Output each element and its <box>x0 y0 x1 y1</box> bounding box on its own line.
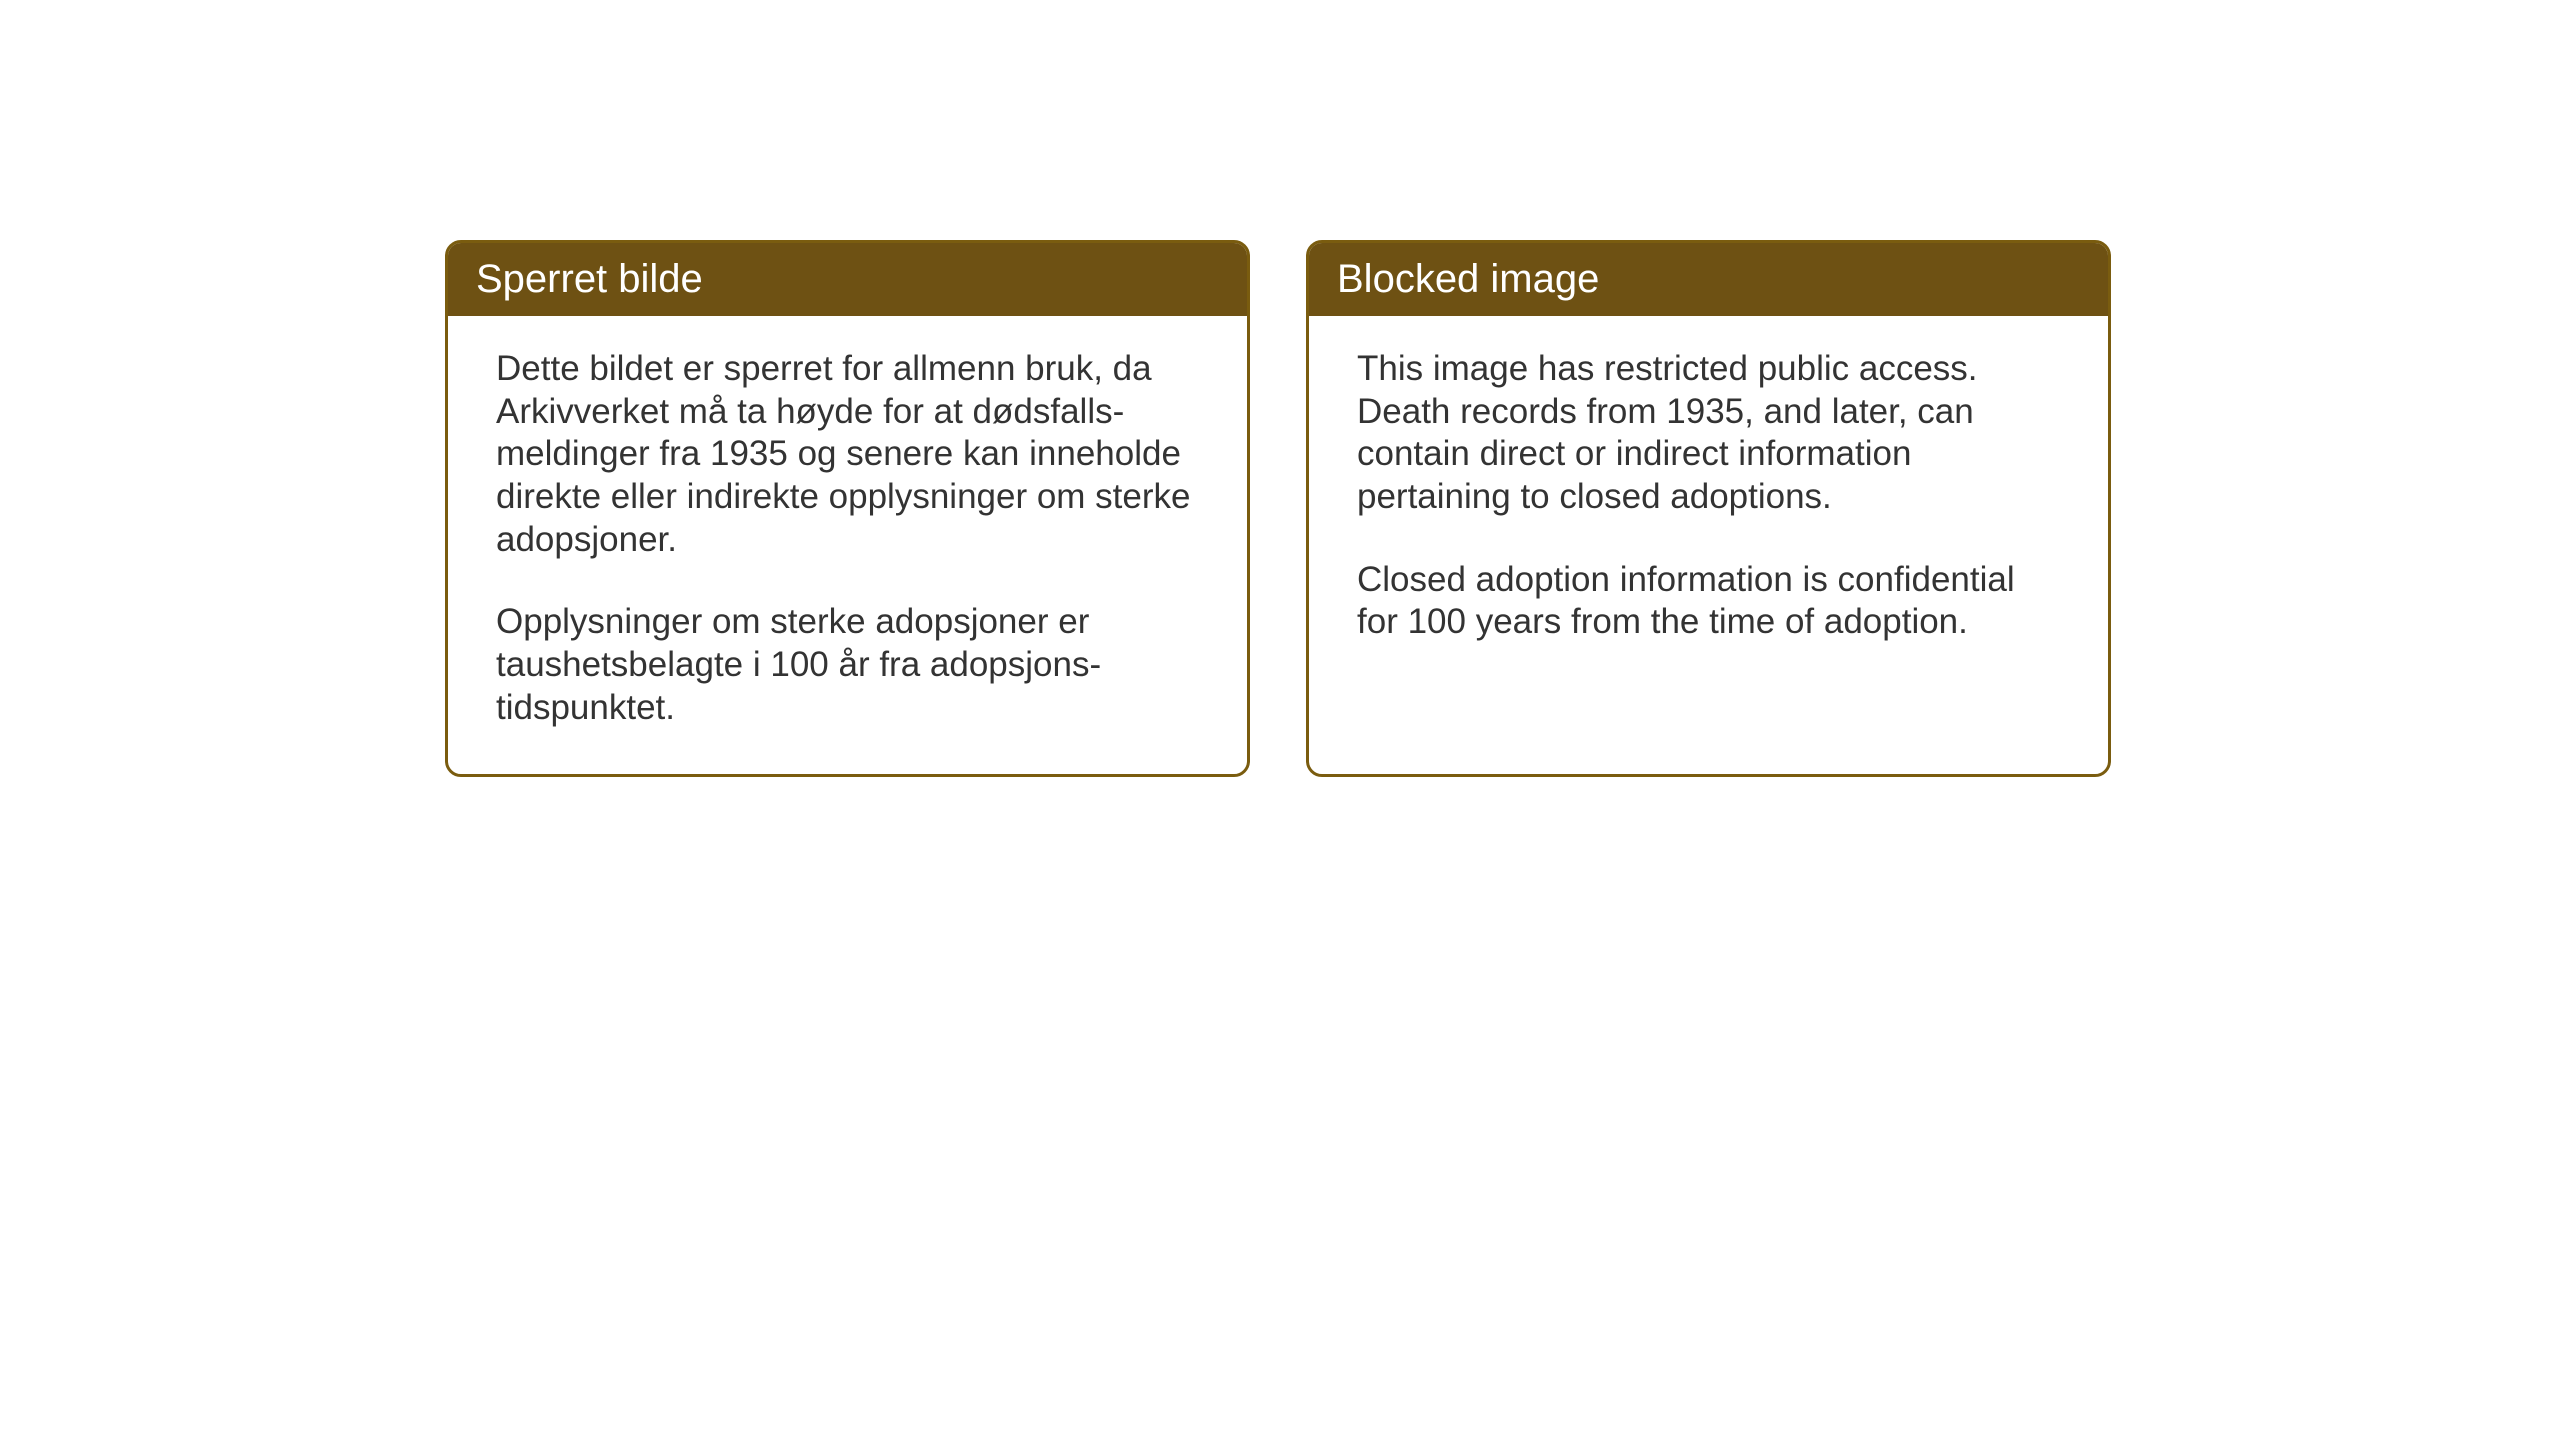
card-body-english: This image has restricted public access.… <box>1309 316 2108 688</box>
card-title: Blocked image <box>1337 257 1599 301</box>
card-paragraph: Dette bildet er sperret for allmenn bruk… <box>496 348 1199 561</box>
card-body-norwegian: Dette bildet er sperret for allmenn bruk… <box>448 316 1247 774</box>
card-header-norwegian: Sperret bilde <box>448 243 1247 316</box>
card-paragraph: Closed adoption information is confident… <box>1357 559 2060 644</box>
notice-card-norwegian: Sperret bilde Dette bildet er sperret fo… <box>445 240 1250 777</box>
card-paragraph: Opplysninger om sterke adopsjoner er tau… <box>496 601 1199 729</box>
card-title: Sperret bilde <box>476 257 703 301</box>
notice-card-english: Blocked image This image has restricted … <box>1306 240 2111 777</box>
card-header-english: Blocked image <box>1309 243 2108 316</box>
notice-cards-container: Sperret bilde Dette bildet er sperret fo… <box>445 240 2111 777</box>
card-paragraph: This image has restricted public access.… <box>1357 348 2060 519</box>
